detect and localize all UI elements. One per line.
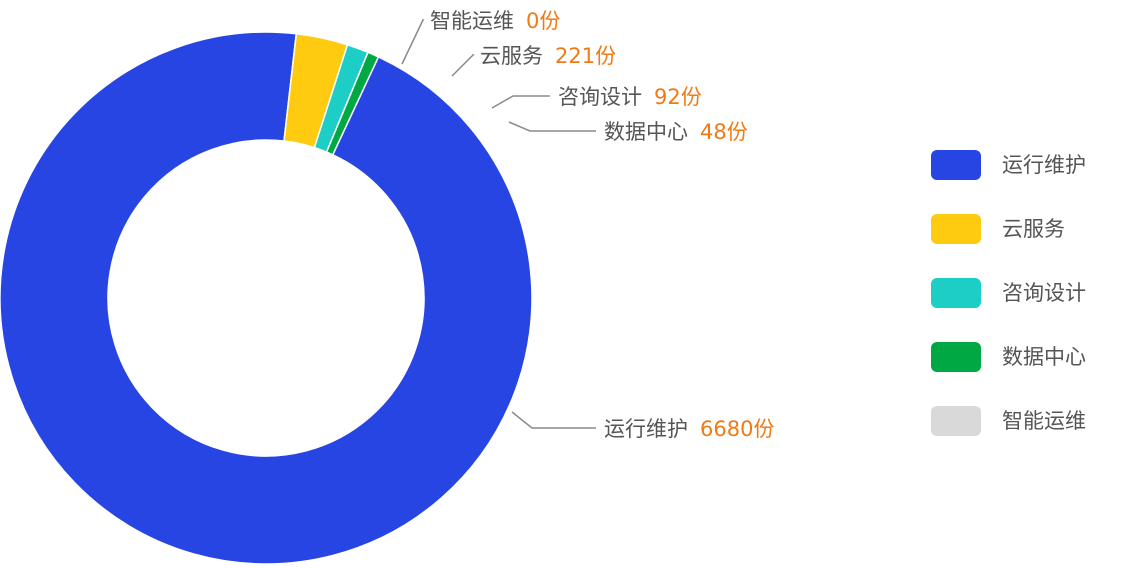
callout-value: 48份 <box>700 120 748 144</box>
legend-swatch <box>931 342 981 372</box>
legend-swatch <box>931 406 981 436</box>
legend-item-云服务[interactable]: 云服务 <box>931 214 1065 244</box>
callout-leader-lines <box>401 19 596 429</box>
callout-name: 智能运维 <box>430 9 514 33</box>
legend-label: 运行维护 <box>1002 153 1086 177</box>
callout-name: 云服务 <box>480 44 543 68</box>
callout-value: 0份 <box>526 9 560 33</box>
callout-运行维护: 运行维护 6680份 <box>604 417 774 441</box>
leader-line-云服务 <box>451 54 475 77</box>
callout-value: 6680份 <box>700 417 774 441</box>
legend-swatch <box>931 278 981 308</box>
legend-item-咨询设计[interactable]: 咨询设计 <box>931 278 1086 308</box>
legend-item-智能运维[interactable]: 智能运维 <box>931 406 1086 436</box>
callout-智能运维: 智能运维 0份 <box>430 9 560 33</box>
callout-name: 咨询设计 <box>558 85 642 109</box>
callout-云服务: 云服务 221份 <box>480 44 616 68</box>
callout-数据中心: 数据中心 48份 <box>604 120 748 144</box>
legend-item-数据中心[interactable]: 数据中心 <box>931 342 1086 372</box>
legend-label: 云服务 <box>1002 217 1065 241</box>
legend-label: 数据中心 <box>1002 345 1086 369</box>
leader-line-运行维护 <box>511 411 596 429</box>
callout-name: 运行维护 <box>604 417 688 441</box>
leader-line-咨询设计 <box>491 95 550 109</box>
leader-line-数据中心 <box>508 121 596 132</box>
legend-label: 智能运维 <box>1002 409 1086 433</box>
callout-咨询设计: 咨询设计 92份 <box>558 85 702 109</box>
callout-name: 数据中心 <box>604 120 688 144</box>
callout-value: 221份 <box>555 44 616 68</box>
leader-line-智能运维 <box>401 19 425 65</box>
legend-swatch <box>931 150 981 180</box>
slice-数据中心[interactable] <box>325 51 380 156</box>
slice-运行维护[interactable] <box>0 31 533 565</box>
callout-value: 92份 <box>654 85 702 109</box>
donut-slices <box>0 31 533 565</box>
legend-label: 咨询设计 <box>1002 281 1086 305</box>
legend-swatch <box>931 214 981 244</box>
legend-item-运行维护[interactable]: 运行维护 <box>931 150 1086 180</box>
